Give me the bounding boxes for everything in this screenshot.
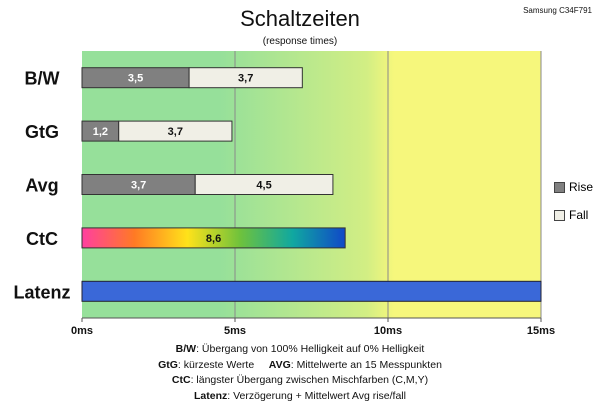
legend-swatch-fall <box>554 209 565 221</box>
x-tick-label: 15ms <box>527 325 555 337</box>
legend-label-fall: Fall <box>569 208 589 222</box>
legend-label-rise: Rise <box>569 180 594 194</box>
footer-term-gtg: GtG <box>158 358 178 371</box>
footer-term-bw: B/W <box>175 343 197 355</box>
footer-term-avg: AVG <box>268 358 291 371</box>
bar-ctc-label: 8,6 <box>206 233 221 245</box>
bar-ctc <box>81 227 346 249</box>
category-label: Latenz <box>13 282 70 302</box>
bar-latency <box>81 280 542 302</box>
footer-line-ctc: CtC: längster Übergang zwischen Mischfar… <box>0 373 600 389</box>
monitor-model-label: Samsung C34F791 <box>523 6 592 15</box>
chart-subtitle: (response times) <box>262 36 338 47</box>
bar-rise-label: 3,5 <box>128 73 143 85</box>
category-label: B/W <box>25 69 60 89</box>
footer-line-bw: B/W: Übergang von 100% Helligkeit auf 0%… <box>0 342 600 358</box>
bar-fall <box>194 174 334 195</box>
category-label: Avg <box>25 176 58 196</box>
bar-rise-label: 3,7 <box>131 180 146 192</box>
footer-desc-gtg: : kürzeste Werte <box>177 358 255 371</box>
bar-fall <box>118 120 233 142</box>
footer-desc-avg: : Mittelwerte an 15 Messpunkten <box>290 358 442 371</box>
chart-title: Schaltzeiten <box>240 6 360 31</box>
x-tick-label: 5ms <box>224 325 246 337</box>
footer-line-gtg-avg: GtG: kürzeste Werte AVG: Mittelwerte an … <box>0 358 600 374</box>
footer-notes: B/W: Übergang von 100% Helligkeit auf 0%… <box>0 342 600 404</box>
legend-swatch-rise <box>554 181 565 193</box>
bar-fall-label: 3,7 <box>238 73 253 85</box>
footer-desc-ctc: : längster Übergang zwischen Mischfarben… <box>190 374 429 386</box>
bar-fall <box>188 67 303 89</box>
bar-rise-label: 1,2 <box>93 126 108 138</box>
x-tick-label: 10ms <box>374 325 402 337</box>
footer-line-latency: Latenz: Verzögerung + Mittelwert Avg ris… <box>0 389 600 405</box>
category-label: GtG <box>25 122 59 142</box>
bar-fall-label: 3,7 <box>168 126 183 138</box>
footer-term-latency: Latenz <box>194 389 228 402</box>
category-label: CtC <box>26 229 58 249</box>
x-tick-label: 0ms <box>71 325 93 337</box>
bar-fall-label: 4,5 <box>256 180 271 192</box>
legend-item-rise: Rise <box>554 178 593 196</box>
footer-desc-latency: : Verzögerung + Mittelwert Avg rise/fall <box>227 389 406 402</box>
footer-desc-bw: : Übergang von 100% Helligkeit auf 0% He… <box>196 343 425 355</box>
legend-item-fall: Fall <box>554 206 593 224</box>
footer-term-ctc: CtC <box>171 374 191 386</box>
legend: Rise Fall <box>554 178 593 234</box>
